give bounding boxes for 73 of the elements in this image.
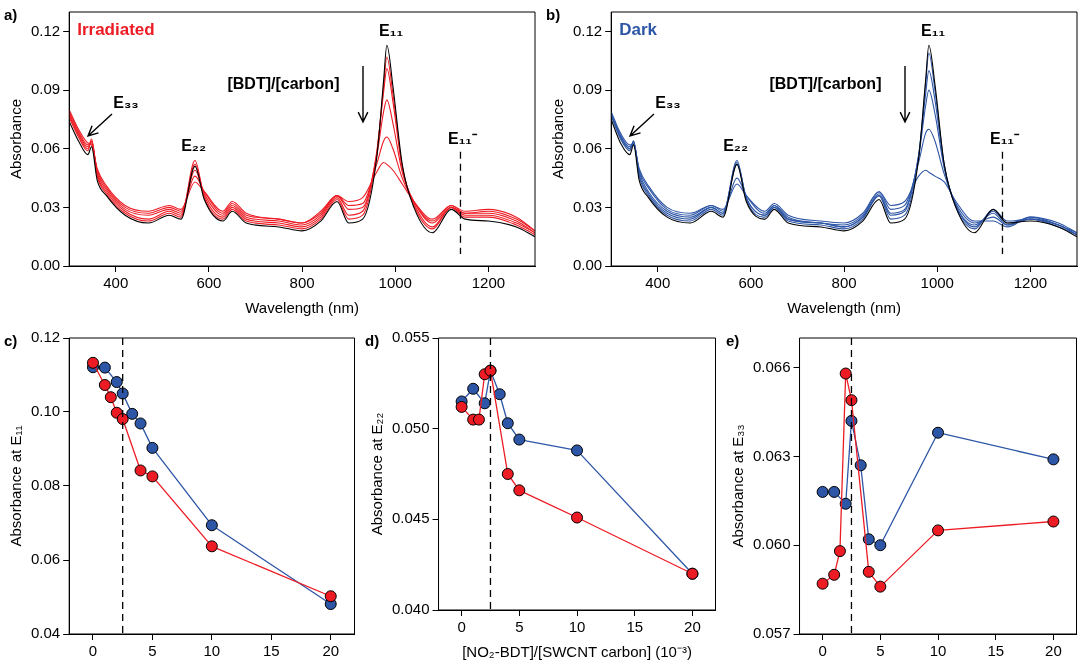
y-axis-title: Absorbance at E₁₁ (7, 425, 25, 547)
annotation: E₃₃ (655, 94, 681, 112)
x-tick-label: 5 (876, 642, 885, 660)
y-tick-label: 0.10 (30, 402, 61, 420)
y-tick-label: 0.063 (752, 446, 791, 464)
x-tick-label: 1200 (1013, 274, 1048, 292)
x-tick-label: 1000 (378, 274, 412, 292)
y-tick-label: 0.06 (30, 550, 61, 568)
annotation: E₁₁ (379, 21, 404, 39)
x-tick-label: 0 (818, 642, 827, 660)
y-tick-label: 0.12 (572, 21, 603, 39)
y-axis-title: Absorbance at E₃₃ (729, 424, 747, 548)
x-tick-label: 10 (568, 618, 586, 636)
chart-title: e) (726, 331, 740, 349)
x-tick-label: 10 (203, 642, 221, 660)
annotation: E₂₂ (181, 137, 207, 155)
x-tick-label: 10 (929, 642, 947, 660)
annotation: E₂₂ (723, 137, 749, 155)
y-tick-label: 0.08 (30, 476, 61, 494)
y-tick-label: 0.06 (30, 138, 61, 156)
y-tick-label: 0.040 (391, 600, 430, 618)
x-tick-label: 15 (262, 642, 280, 660)
annotation: E₁₁ (921, 21, 946, 39)
x-axis-title: Wavelength (nm) (787, 299, 901, 317)
x-tick-label: 400 (645, 274, 671, 292)
chart-title: c) (4, 331, 18, 349)
chart-title: a) (4, 5, 18, 23)
y-tick-label: 0.04 (30, 624, 61, 642)
x-tick-label: 5 (515, 618, 524, 636)
y-axis-title: Absorbance (7, 98, 25, 180)
chart-title: b) (546, 5, 561, 23)
annotation: [BDT]/[carbon] (769, 74, 882, 92)
x-tick-label: 600 (738, 274, 764, 292)
y-tick-label: 0.045 (391, 509, 430, 527)
y-tick-label: 0.00 (572, 256, 603, 274)
x-tick-label: 15 (987, 642, 1005, 660)
y-tick-label: 0.066 (752, 357, 791, 375)
y-tick-label: 0.057 (752, 624, 791, 642)
x-tick-label: 0 (457, 618, 466, 636)
y-tick-label: 0.050 (391, 418, 430, 436)
x-tick-label: 800 (289, 274, 315, 292)
chart-title: d) (365, 331, 380, 349)
annotation: Dark (619, 20, 658, 40)
y-axis-title: Absorbance (549, 98, 567, 180)
annotation: E₃₃ (113, 94, 139, 112)
y-tick-label: 0.03 (572, 197, 603, 215)
annotation: Irradiated (77, 20, 155, 40)
y-tick-label: 0.06 (572, 138, 603, 156)
x-tick-label: 400 (103, 274, 129, 292)
x-tick-label: 20 (684, 618, 701, 636)
ref-line-label: E₁₁⁻ (990, 130, 1020, 148)
x-tick-label: 5 (148, 642, 157, 660)
x-axis-title: [NO₂-BDT]/[SWCNT carbon] (10⁻³) (462, 643, 692, 661)
annotation: [BDT]/[carbon] (227, 74, 340, 92)
x-tick-label: 0 (88, 642, 98, 660)
y-tick-label: 0.055 (391, 328, 430, 346)
x-tick-label: 20 (322, 642, 340, 660)
y-tick-label: 0.00 (30, 256, 61, 274)
y-tick-label: 0.09 (572, 80, 603, 98)
x-tick-label: 800 (831, 274, 857, 292)
x-tick-label: 15 (626, 618, 644, 636)
y-axis-title: Absorbance at E₂₂ (368, 412, 386, 536)
y-tick-label: 0.03 (30, 197, 61, 215)
y-tick-label: 0.09 (30, 80, 61, 98)
x-tick-label: 20 (1045, 642, 1062, 660)
y-tick-label: 0.12 (30, 328, 61, 346)
y-tick-label: 0.060 (752, 535, 791, 553)
x-tick-label: 1000 (920, 274, 954, 292)
x-axis-title: Wavelength (nm) (245, 299, 359, 317)
ref-line-label: E₁₁⁻ (448, 130, 478, 148)
y-tick-label: 0.12 (30, 21, 61, 39)
x-tick-label: 600 (196, 274, 222, 292)
x-tick-label: 1200 (471, 274, 506, 292)
